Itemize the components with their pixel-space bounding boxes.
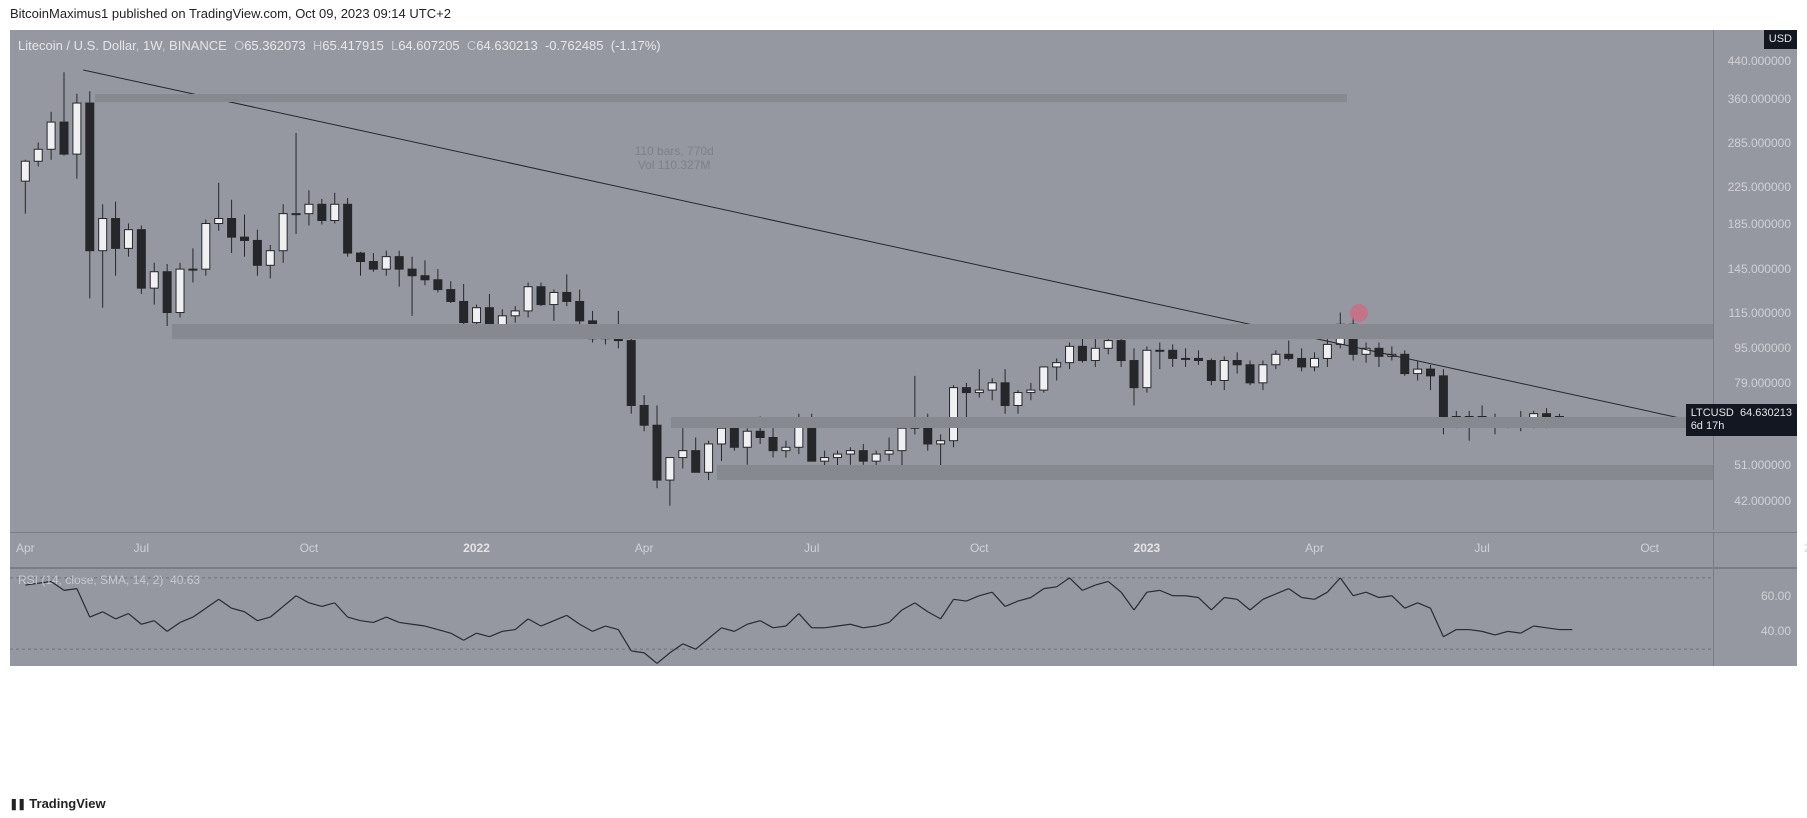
ohlc-c: 64.630213: [476, 38, 537, 53]
brand-text: TradingView: [29, 796, 105, 811]
price-tick: 185.000000: [1728, 217, 1791, 231]
price-zone: [717, 465, 1713, 480]
ohlc-l: 64.607205: [398, 38, 459, 53]
price-tick: 51.000000: [1734, 458, 1791, 472]
time-tick: Jul: [1474, 541, 1489, 555]
annot-line1: 110 bars, 770d: [635, 144, 714, 158]
chart-container[interactable]: Litecoin / U.S. Dollar, 1W, BINANCE O65.…: [10, 30, 1797, 666]
ohlc-h-label: H: [313, 38, 322, 53]
price-tick: 285.000000: [1728, 136, 1791, 150]
axis-corner: [1713, 532, 1797, 568]
time-tick: Apr: [1305, 541, 1324, 555]
time-tick: Apr: [16, 541, 35, 555]
ohlc-o-label: O: [234, 38, 244, 53]
pair-name: Litecoin / U.S. Dollar: [18, 38, 136, 53]
time-tick: Jul: [804, 541, 819, 555]
currency-tag: USD: [1764, 30, 1797, 49]
price-pane[interactable]: Litecoin / U.S. Dollar, 1W, BINANCE O65.…: [10, 30, 1713, 530]
time-tick: 2023: [1134, 541, 1161, 555]
price-axis[interactable]: USD 440.000000 360.000000 285.000000 225.00…: [1713, 30, 1797, 530]
time-axis[interactable]: AprJulOct2022AprJulOct2023AprJulOct2024: [10, 532, 1713, 568]
time-tick: Jul: [134, 541, 149, 555]
price-tick: 42.000000: [1734, 494, 1791, 508]
rsi-label: RSI (14, close, SMA, 14, 2): [18, 573, 163, 587]
ohlc-h: 65.417915: [322, 38, 383, 53]
price-tick: 79.000000: [1734, 376, 1791, 390]
price-zone: [671, 417, 1713, 429]
price-tick: 225.000000: [1728, 180, 1791, 194]
rsi-axis[interactable]: 60.00 40.00: [1713, 568, 1797, 666]
price-tick: 95.000000: [1734, 341, 1791, 355]
rsi-svg: [10, 569, 1713, 666]
rsi-pane[interactable]: RSI (14, close, SMA, 14, 2) 40.63: [10, 568, 1713, 666]
time-tick: 2022: [463, 541, 490, 555]
time-tick: Oct: [970, 541, 989, 555]
bars-annotation: 110 bars, 770d Vol 110.327M: [635, 144, 714, 172]
time-tick: Oct: [300, 541, 319, 555]
price-tick: 360.000000: [1728, 92, 1791, 106]
rsi-tick: 60.00: [1761, 589, 1791, 603]
time-tick: Apr: [635, 541, 654, 555]
annot-line2: Vol 110.327M: [635, 158, 714, 172]
ohlc-chg-pct: (-1.17%): [611, 38, 661, 53]
price-tick: 115.000000: [1728, 306, 1791, 320]
price-svg: [10, 30, 1713, 530]
ohlc-c-label: C: [467, 38, 476, 53]
footer-brand: ❚❚ TradingView: [10, 796, 106, 812]
tv-logo-icon: ❚❚: [10, 797, 26, 812]
price-tag-current: LTCUSD 64.6302136d 17h: [1686, 404, 1797, 436]
ohlc-chg: -0.762485: [545, 38, 604, 53]
interval: 1W: [143, 38, 162, 53]
exchange: BINANCE: [169, 38, 227, 53]
publish-header: BitcoinMaximus1 published on TradingView…: [0, 0, 1807, 30]
price-zone: [95, 94, 1347, 102]
rsi-legend: RSI (14, close, SMA, 14, 2) 40.63: [18, 573, 200, 587]
rsi-value: 40.63: [170, 573, 200, 587]
chart-legend: Litecoin / U.S. Dollar, 1W, BINANCE O65.…: [18, 38, 661, 53]
time-tick: Oct: [1640, 541, 1659, 555]
price-tick: 440.000000: [1728, 54, 1791, 68]
rsi-tick: 40.00: [1761, 624, 1791, 638]
currency-label: USD: [1769, 33, 1792, 45]
ohlc-o: 65.362073: [244, 38, 305, 53]
price-tick: 145.000000: [1728, 262, 1791, 276]
publish-text: BitcoinMaximus1 published on TradingView…: [10, 6, 451, 21]
price-zone: [172, 324, 1713, 338]
highlight-circle-icon: [1350, 304, 1368, 322]
